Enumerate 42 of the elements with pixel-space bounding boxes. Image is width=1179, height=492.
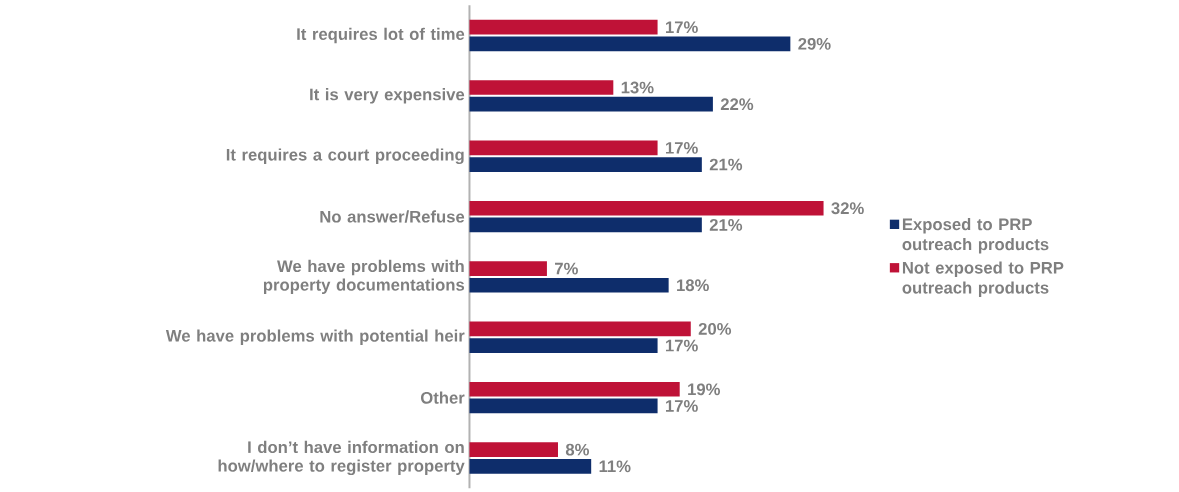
bar xyxy=(469,381,680,397)
bar xyxy=(469,277,669,293)
y-tick-label: No answer/Refuse xyxy=(320,210,465,223)
bar xyxy=(469,157,702,172)
data-label: 21% xyxy=(709,158,743,171)
data-label: 17% xyxy=(666,141,698,154)
bar xyxy=(469,36,791,52)
data-label: 29% xyxy=(798,37,831,50)
data-label: 11% xyxy=(599,460,631,473)
bar xyxy=(469,442,558,457)
bar xyxy=(469,96,713,112)
y-tick-label: It requires lot of time xyxy=(297,27,465,44)
bar xyxy=(469,80,614,95)
data-label: 7% xyxy=(555,262,578,275)
data-label: 17% xyxy=(666,339,698,352)
bar xyxy=(469,140,658,156)
bar xyxy=(469,458,592,474)
data-label: 17% xyxy=(666,21,698,33)
bar xyxy=(469,217,702,233)
bar xyxy=(469,338,658,353)
data-label: 13% xyxy=(621,81,654,94)
data-label: 18% xyxy=(677,279,709,292)
y-tick-label: It is very expensive xyxy=(310,88,465,104)
data-label: 8% xyxy=(565,443,590,456)
data-label: 32% xyxy=(831,202,864,215)
data-label: 19% xyxy=(688,383,721,396)
data-label: 22% xyxy=(720,98,754,111)
data-label: 21% xyxy=(709,218,743,231)
data-label: 20% xyxy=(698,322,732,335)
legend-label: Not exposed to PRP outreach products xyxy=(902,261,1064,297)
data-label: 17% xyxy=(666,400,698,412)
bar xyxy=(469,261,547,276)
y-tick-label: It requires a court proceeding xyxy=(226,148,464,164)
legend-label: Exposed to PRP outreach products xyxy=(902,217,1049,254)
y-tick-label: We have problems with property documentations xyxy=(263,259,465,294)
bar xyxy=(469,19,658,35)
y-tick-label: We have problems with potential heir xyxy=(165,329,465,345)
y-tick-label: I don’t have information on how/where to register property xyxy=(218,440,465,476)
y-tick-label: Other xyxy=(420,391,465,404)
bar xyxy=(469,321,691,337)
bar xyxy=(469,398,658,414)
bar xyxy=(469,200,824,216)
